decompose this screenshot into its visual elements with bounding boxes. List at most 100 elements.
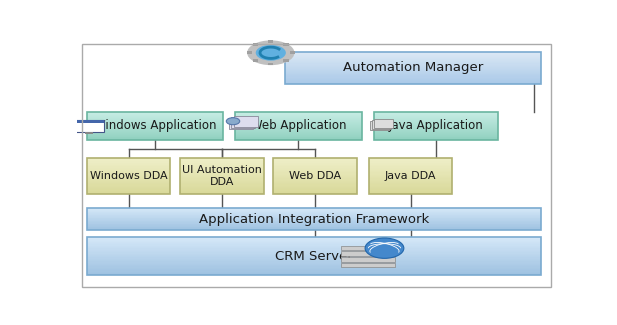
Text: Automation Manager: Automation Manager (343, 61, 483, 74)
Bar (86, 178, 170, 180)
Bar (341, 257, 395, 262)
Bar (86, 138, 223, 139)
Bar (273, 170, 357, 171)
Bar (283, 59, 289, 62)
Bar (235, 125, 362, 126)
Bar (374, 117, 498, 118)
Bar (285, 69, 541, 70)
Bar (86, 130, 223, 131)
Bar (341, 246, 395, 251)
Bar (235, 115, 362, 116)
Bar (285, 65, 541, 66)
Bar (285, 72, 541, 73)
Bar (180, 172, 263, 174)
Bar (285, 81, 541, 82)
Bar (86, 263, 541, 264)
Bar (86, 171, 170, 172)
Bar (86, 185, 170, 186)
Bar (370, 121, 389, 130)
Bar (86, 181, 170, 182)
Bar (374, 127, 498, 128)
Bar (180, 186, 263, 187)
Bar (86, 255, 541, 256)
Bar (285, 68, 541, 69)
Bar (180, 164, 263, 165)
Bar (86, 212, 541, 213)
Bar (285, 67, 541, 68)
Bar (86, 261, 541, 263)
Bar (273, 175, 357, 176)
Bar (369, 176, 452, 177)
Bar (86, 118, 223, 119)
Bar (369, 178, 452, 180)
Bar (86, 193, 170, 194)
Bar (285, 58, 541, 59)
Bar (86, 116, 223, 117)
Bar (86, 168, 170, 169)
Bar (86, 163, 170, 164)
Bar (369, 185, 452, 186)
Bar (369, 162, 452, 163)
Bar (86, 174, 170, 175)
Bar (86, 256, 541, 257)
Bar (285, 66, 541, 67)
Bar (235, 121, 362, 122)
Bar (273, 186, 357, 187)
Bar (285, 52, 541, 53)
Bar (229, 119, 253, 129)
Bar (285, 55, 541, 56)
Bar (180, 182, 263, 183)
Bar (283, 44, 289, 46)
Bar (86, 175, 170, 176)
Bar (180, 174, 263, 175)
Bar (369, 180, 452, 181)
Bar (273, 189, 357, 190)
Bar (86, 209, 541, 210)
Bar (369, 169, 452, 170)
Bar (86, 252, 541, 254)
Bar (285, 62, 541, 63)
Bar (86, 215, 541, 216)
Bar (285, 83, 541, 84)
Bar (86, 222, 541, 223)
Bar (86, 172, 170, 174)
Bar (86, 159, 170, 160)
Bar (273, 162, 357, 163)
Bar (374, 116, 498, 117)
Bar (273, 169, 357, 170)
Bar (374, 112, 498, 113)
Bar (180, 188, 263, 189)
Bar (374, 118, 498, 119)
Bar (235, 135, 362, 136)
Bar (234, 116, 258, 126)
Bar (86, 226, 541, 227)
Bar (180, 166, 263, 168)
Bar (374, 124, 498, 125)
Bar (235, 133, 362, 134)
Bar (86, 121, 223, 122)
Bar (86, 260, 541, 261)
Bar (285, 74, 541, 75)
Bar (369, 187, 452, 188)
Text: Web Application: Web Application (251, 120, 346, 133)
Bar (86, 111, 223, 112)
Bar (86, 189, 170, 190)
Bar (86, 225, 541, 226)
Bar (374, 122, 498, 123)
Bar (86, 139, 223, 140)
Bar (273, 164, 357, 165)
Bar (374, 119, 393, 128)
Bar (86, 135, 223, 136)
Bar (235, 123, 362, 124)
Bar (235, 112, 362, 113)
Bar (374, 115, 498, 116)
Bar (86, 186, 170, 187)
Bar (86, 119, 223, 120)
Bar (369, 177, 452, 178)
Bar (369, 160, 452, 162)
Bar (180, 190, 263, 192)
Bar (369, 174, 452, 175)
Bar (285, 54, 541, 55)
Bar (235, 132, 362, 133)
Bar (369, 166, 452, 168)
